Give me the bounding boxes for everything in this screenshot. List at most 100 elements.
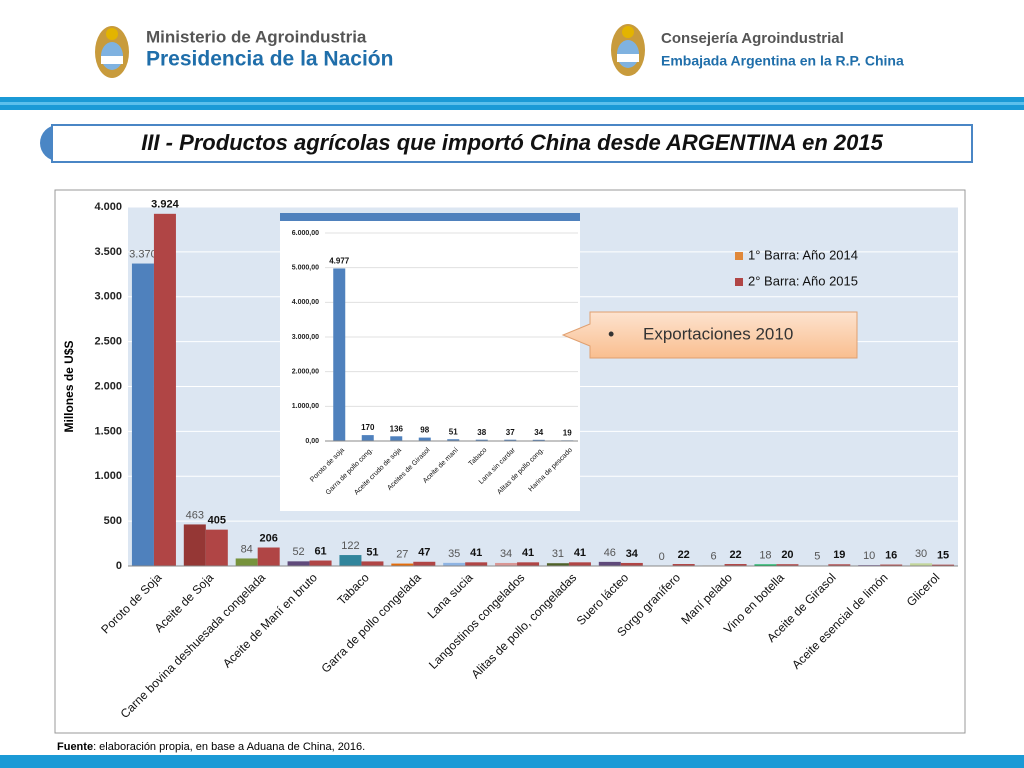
bar bbox=[465, 562, 488, 566]
bar bbox=[672, 564, 695, 566]
bar bbox=[724, 564, 747, 566]
bar bbox=[235, 558, 258, 566]
bar bbox=[339, 555, 362, 566]
bar bbox=[391, 563, 414, 566]
bar bbox=[880, 564, 903, 566]
logo-right bbox=[611, 24, 645, 76]
value-label: 122 bbox=[341, 540, 359, 552]
y-tick-label: 0,00 bbox=[305, 438, 319, 445]
y-tick-label: 1.000,00 bbox=[292, 403, 319, 410]
bar bbox=[517, 562, 540, 566]
value-label: 405 bbox=[208, 515, 226, 527]
bar bbox=[413, 561, 436, 566]
value-label: 27 bbox=[396, 548, 408, 560]
y-tick-label: 3.000 bbox=[94, 291, 122, 303]
bar bbox=[390, 436, 403, 441]
value-label: 6 bbox=[711, 550, 717, 562]
value-label: 10 bbox=[863, 550, 875, 562]
value-label: 18 bbox=[759, 549, 771, 561]
value-label: 34 bbox=[534, 428, 543, 437]
value-label: 98 bbox=[420, 426, 429, 435]
value-label: 136 bbox=[390, 424, 404, 433]
y-tick-label: 3.500 bbox=[94, 246, 122, 258]
value-label: 51 bbox=[449, 427, 458, 436]
y-tick-label: 1.500 bbox=[94, 425, 122, 437]
bar bbox=[504, 439, 517, 441]
value-label: 35 bbox=[448, 548, 460, 560]
bar bbox=[546, 563, 569, 566]
bar bbox=[257, 547, 280, 566]
y-tick-label: 4.000,00 bbox=[292, 299, 319, 306]
y-tick-label: 3.000,00 bbox=[292, 334, 319, 341]
value-label: 3.370 bbox=[129, 248, 157, 260]
value-label: 34 bbox=[626, 548, 639, 560]
footer-band bbox=[0, 755, 1024, 768]
y-axis-label: Millones de U$S bbox=[62, 340, 76, 432]
value-label: 170 bbox=[361, 423, 375, 432]
value-label: 41 bbox=[574, 547, 586, 559]
bar bbox=[495, 562, 518, 566]
y-tick-label: 5.000,00 bbox=[292, 265, 319, 272]
slide-title: III - Productos agrícolas que importó Ch… bbox=[141, 130, 883, 155]
bar bbox=[205, 529, 228, 566]
inset-top bbox=[280, 213, 580, 221]
value-label: 31 bbox=[552, 548, 564, 560]
header-text: Consejería Agroindustrial bbox=[661, 30, 844, 47]
value-label: 22 bbox=[678, 549, 690, 561]
bar bbox=[153, 213, 176, 567]
title-box bbox=[51, 124, 973, 163]
value-label: 61 bbox=[314, 545, 326, 557]
value-label: 19 bbox=[833, 549, 845, 561]
bar bbox=[910, 563, 933, 566]
bar bbox=[447, 439, 460, 441]
legend-label: 2° Barra: Año 2015 bbox=[748, 273, 858, 288]
value-label: 19 bbox=[563, 428, 572, 437]
value-label: 20 bbox=[781, 549, 793, 561]
value-label: 206 bbox=[260, 532, 278, 544]
value-label: 46 bbox=[604, 547, 616, 559]
header-text: Presidencia de la Nación bbox=[146, 48, 393, 71]
value-label: 16 bbox=[885, 549, 897, 561]
bar bbox=[776, 564, 799, 566]
callout bbox=[561, 311, 858, 359]
bar bbox=[620, 562, 643, 566]
bar bbox=[361, 435, 374, 441]
bar bbox=[131, 263, 154, 566]
callout-text: Exportaciones 2010 bbox=[643, 324, 793, 343]
footer-label: Fuente bbox=[57, 741, 93, 753]
value-label: 47 bbox=[418, 547, 430, 559]
value-label: 5 bbox=[814, 550, 820, 562]
bar bbox=[754, 564, 777, 566]
y-tick-label: 1.000 bbox=[94, 470, 122, 482]
y-tick-label: 2.500 bbox=[94, 336, 122, 348]
y-tick-label: 2.000,00 bbox=[292, 369, 319, 376]
value-label: 463 bbox=[186, 509, 204, 521]
bar bbox=[361, 561, 384, 566]
value-label: 22 bbox=[729, 549, 741, 561]
inset-frame bbox=[280, 213, 580, 511]
value-label: 52 bbox=[292, 546, 304, 558]
value-label: 0 bbox=[659, 551, 665, 563]
legend-swatch bbox=[735, 278, 743, 286]
header-text: Embajada Argentina en la R.P. China bbox=[661, 53, 904, 69]
value-label: 30 bbox=[915, 548, 927, 560]
value-label: 34 bbox=[500, 548, 512, 560]
bar bbox=[333, 268, 346, 441]
bar bbox=[418, 437, 431, 441]
footer: Fuente: elaboración propia, en base a Ad… bbox=[57, 741, 365, 753]
legend-swatch bbox=[735, 252, 743, 260]
bar bbox=[828, 564, 851, 566]
bar bbox=[309, 560, 332, 566]
header-band bbox=[0, 102, 1024, 105]
bar bbox=[568, 562, 591, 566]
value-label: 38 bbox=[477, 428, 486, 437]
bar bbox=[287, 561, 310, 566]
value-label: 84 bbox=[241, 543, 253, 555]
logo-left bbox=[95, 26, 129, 78]
value-label: 4.977 bbox=[329, 257, 350, 266]
value-label: 41 bbox=[522, 547, 534, 559]
bar bbox=[183, 524, 206, 566]
value-label: 15 bbox=[937, 550, 949, 562]
y-tick-label: 500 bbox=[104, 515, 122, 527]
